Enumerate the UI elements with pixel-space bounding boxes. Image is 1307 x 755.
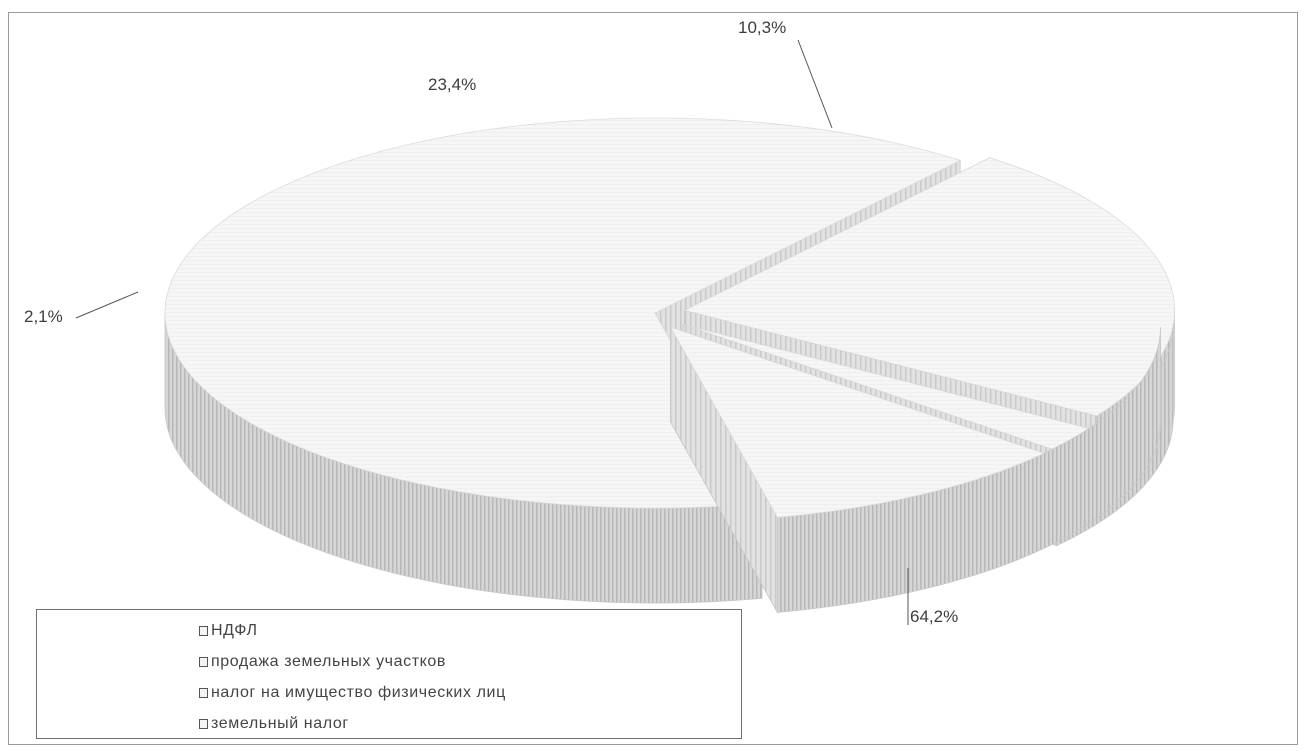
legend-swatch-icon (199, 688, 208, 698)
label-land-tax-pct: 10,3% (738, 18, 786, 37)
legend-label: НДФЛ (211, 622, 258, 639)
legend-swatch-icon (199, 657, 208, 667)
slice-land-tax (669, 325, 1161, 614)
legend-swatch-icon (199, 719, 208, 729)
leader-line (797, 39, 833, 129)
legend-label: продажа земельных участков (211, 653, 447, 670)
label-property-tax-pct: 2,1% (24, 307, 63, 326)
legend-label: налог на имущество физических лиц (211, 684, 506, 701)
label-ndfl-pct: 64,2% (910, 607, 958, 626)
legend-item-property-tax: налог на имущество физических лиц (199, 682, 506, 704)
legend-item-land-tax: земельный налог (199, 713, 349, 735)
legend-label: земельный налог (211, 715, 349, 732)
label-land-sale-pct: 23,4% (428, 75, 476, 94)
legend: НДФЛ продажа земельных участков налог на… (36, 609, 742, 739)
legend-item-land-sale: продажа земельных участков (199, 651, 446, 673)
leader-line (75, 291, 139, 319)
legend-swatch-icon (199, 626, 208, 636)
legend-item-ndfl: НДФЛ (199, 620, 258, 642)
